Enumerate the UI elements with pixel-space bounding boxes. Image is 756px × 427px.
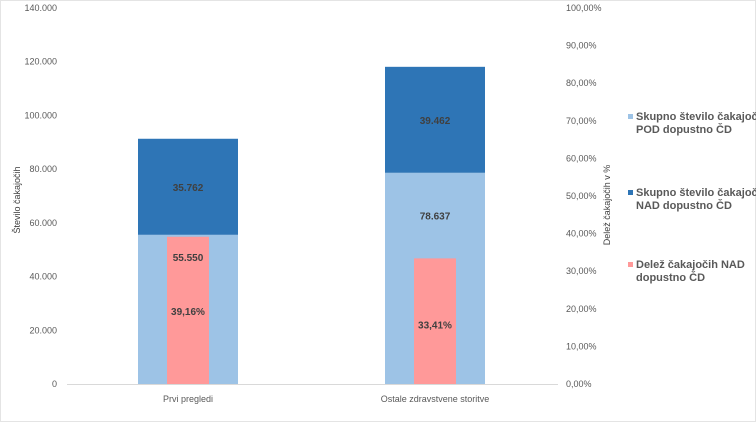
bar-nad-dopustno <box>138 138 238 235</box>
y-tick-label-right: 40,00% <box>566 229 597 239</box>
data-label-nad: 39.462 <box>420 116 451 127</box>
bar-nad-dopustno <box>385 66 485 173</box>
y-tick-label-right: 10,00% <box>566 341 597 351</box>
y-axis-title-right: Delež čakajočih v % <box>602 165 612 246</box>
y-tick-label-right: 80,00% <box>566 78 597 88</box>
data-label-pod: 55.550 <box>173 253 204 264</box>
y-tick-label-left: 60.000 <box>29 218 57 228</box>
legend-swatch <box>628 190 633 195</box>
legend-item: Skupno število čakajočih POD dopustno ČD <box>628 111 756 136</box>
y-tick-label-right: 50,00% <box>566 191 597 201</box>
legend-item: Delež čakajočih NAD dopustno ČD <box>628 259 745 284</box>
y-tick-label-right: 100,00% <box>566 3 602 13</box>
y-tick-label-right: 30,00% <box>566 266 597 276</box>
y-tick-label-right: 20,00% <box>566 304 597 314</box>
y-tick-label-left: 80.000 <box>29 164 57 174</box>
legend-swatch <box>628 114 633 119</box>
legend-label: Skupno število čakajočih NAD dopustno ČD <box>636 187 756 212</box>
y-tick-label-right: 0,00% <box>566 379 592 389</box>
y-tick-label-right: 60,00% <box>566 153 597 163</box>
data-label-delez: 39,16% <box>171 307 205 318</box>
category-label: Prvi pregledi <box>163 394 213 404</box>
bar-delez-nad <box>414 258 456 384</box>
y-tick-label-left: 40.000 <box>29 272 57 282</box>
y-tick-label-left: 120.000 <box>24 57 57 67</box>
legend-label: Delež čakajočih NAD dopustno ČD <box>636 259 745 284</box>
data-label-nad: 35.762 <box>173 183 204 194</box>
y-tick-label-left: 20.000 <box>29 325 57 335</box>
y-tick-label-right: 90,00% <box>566 41 597 51</box>
legend-swatch <box>628 262 633 267</box>
legend-label: Skupno število čakajočih POD dopustno ČD <box>636 111 756 136</box>
y-axis-title-left: Število čakajočih <box>12 166 22 233</box>
category-label: Ostale zdravstvene storitve <box>381 394 490 404</box>
bar-delez-nad <box>167 236 209 384</box>
data-label-delez: 33,41% <box>418 320 452 331</box>
y-tick-label-left: 0 <box>52 379 57 389</box>
legend-item: Skupno število čakajočih NAD dopustno ČD <box>628 187 756 212</box>
data-label-pod: 78.637 <box>420 212 451 223</box>
y-tick-label-right: 70,00% <box>566 116 597 126</box>
y-tick-label-left: 100.000 <box>24 110 57 120</box>
y-tick-label-left: 140.000 <box>24 3 57 13</box>
